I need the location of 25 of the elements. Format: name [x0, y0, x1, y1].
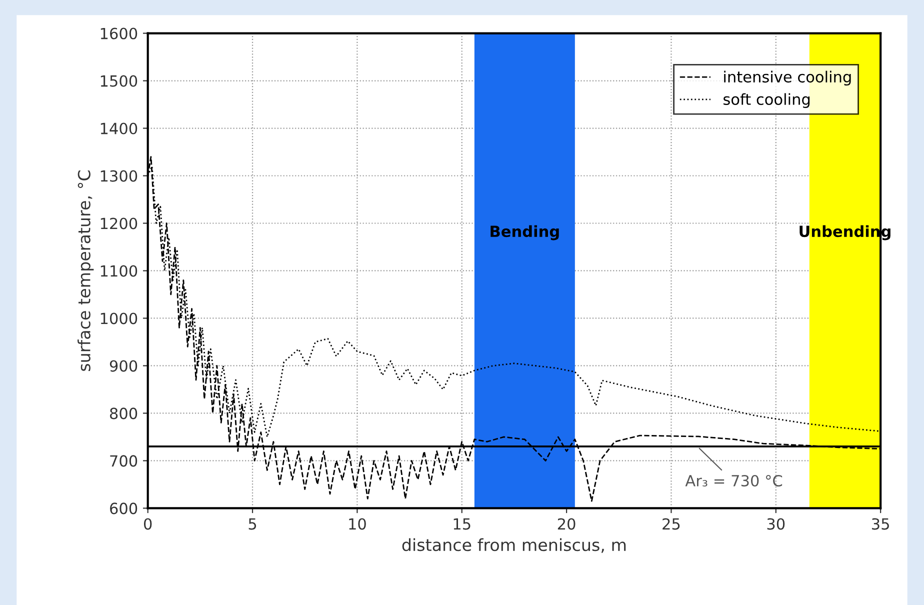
- x-tick-label: 35: [872, 518, 889, 530]
- y-tick-label: 1500: [100, 75, 138, 87]
- x-tick-label: 15: [454, 518, 470, 530]
- y-tick-label: 1200: [100, 218, 138, 230]
- x-tick-label: 25: [662, 518, 680, 530]
- y-tick-label: 900: [110, 360, 138, 372]
- legend-label: soft cooling: [724, 93, 810, 108]
- y-tick-label: 1100: [100, 265, 138, 277]
- y-tick-label: 700: [110, 455, 138, 467]
- y-tick-label: 800: [110, 408, 138, 420]
- ref-line-label: Ar₃ = 730 °C: [685, 474, 782, 487]
- y-tick-label: 1600: [100, 28, 138, 40]
- y-tick-label: 600: [110, 502, 138, 514]
- y-tick-label: 1300: [100, 170, 138, 182]
- x-tick-label: 30: [767, 518, 785, 530]
- x-tick-label: 0: [144, 518, 152, 530]
- y-axis-title: surface temperature, °C: [78, 170, 94, 371]
- x-tick-label: 5: [248, 518, 256, 530]
- x-tick-label: 20: [558, 518, 576, 530]
- y-tick-label: 1400: [100, 122, 138, 134]
- x-axis-title: distance from meniscus, m: [402, 538, 626, 553]
- y-tick-label: 1000: [100, 312, 138, 324]
- x-tick-label: 10: [349, 518, 366, 530]
- band-label: Bending: [490, 225, 559, 240]
- legend-label: intensive cooling: [724, 70, 851, 86]
